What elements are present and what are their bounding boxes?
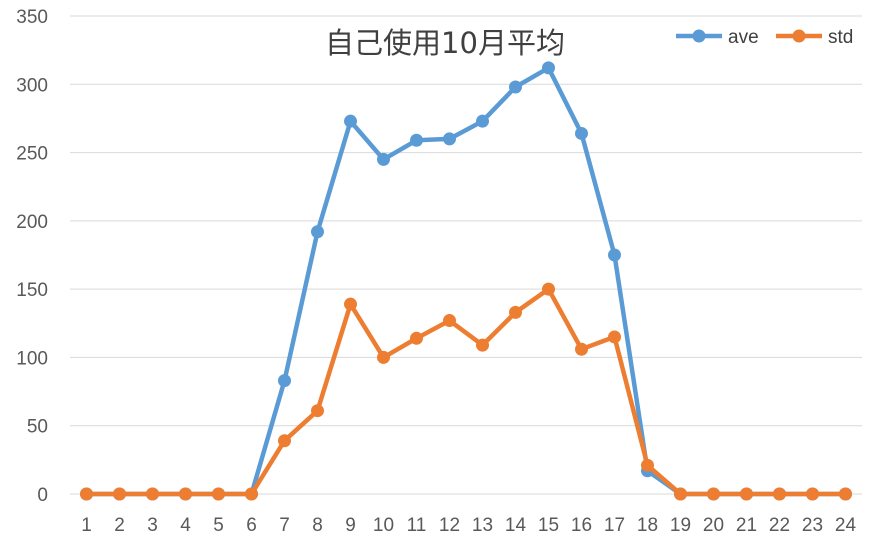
x-tick-label: 10 <box>373 515 394 536</box>
y-tick-label: 200 <box>16 212 48 233</box>
data-point-std <box>311 404 324 418</box>
legend-marker-std <box>792 29 806 43</box>
data-point-ave <box>542 61 555 75</box>
series-line-ave <box>84 65 848 497</box>
data-point-ave <box>575 126 588 140</box>
y-tick-label: 350 <box>16 7 48 28</box>
data-point-ave <box>443 132 456 146</box>
data-point-std <box>410 331 423 345</box>
x-tick-label: 23 <box>802 515 823 536</box>
data-point-ave <box>344 114 357 128</box>
x-tick-label: 20 <box>703 515 724 536</box>
data-point-std <box>608 330 621 344</box>
data-point-std <box>80 487 93 501</box>
y-axis: 0 50 100 150 200 250 300 350 <box>16 7 48 506</box>
data-point-std <box>740 487 753 501</box>
x-tick-label: 21 <box>736 515 757 536</box>
series-line-std <box>84 286 848 497</box>
series-ave <box>80 61 852 501</box>
data-point-std <box>773 487 786 501</box>
x-tick-label: 12 <box>439 515 460 536</box>
x-tick-label: 16 <box>571 515 592 536</box>
data-point-std <box>575 342 588 356</box>
legend: ave std <box>676 27 853 48</box>
data-point-std <box>179 487 192 501</box>
data-point-std <box>245 487 258 501</box>
x-tick-label: 6 <box>246 515 257 536</box>
data-point-std <box>212 487 225 501</box>
x-tick-label: 1 <box>81 515 92 536</box>
x-tick-label: 19 <box>670 515 691 536</box>
x-tick-label: 24 <box>835 515 857 536</box>
data-point-ave <box>377 152 390 166</box>
legend-label-std: std <box>828 27 853 48</box>
x-tick-label: 5 <box>213 515 224 536</box>
data-point-std <box>509 305 522 319</box>
x-tick-label: 13 <box>472 515 493 536</box>
data-point-ave <box>608 248 621 262</box>
x-tick-label: 15 <box>538 515 559 536</box>
x-tick-label: 11 <box>407 515 427 536</box>
data-point-std <box>344 297 357 311</box>
y-tick-label: 0 <box>37 485 48 506</box>
data-point-std <box>146 487 159 501</box>
y-tick-label: 250 <box>16 144 48 165</box>
data-point-ave <box>410 133 423 147</box>
data-point-ave <box>311 225 324 239</box>
y-tick-label: 150 <box>16 280 48 301</box>
x-tick-label: 9 <box>345 515 356 536</box>
x-tick-label: 18 <box>637 515 658 536</box>
data-point-ave <box>278 374 291 388</box>
x-axis: 1 2 3 4 5 6 7 8 9 10 11 12 13 14 15 16 17 18 19 20 21 22 23 24 <box>81 515 856 536</box>
data-point-std <box>641 458 654 472</box>
data-point-std <box>707 487 720 501</box>
x-tick-label: 17 <box>604 515 625 536</box>
data-point-std <box>806 487 819 501</box>
legend-marker-ave <box>692 29 706 43</box>
data-point-ave <box>509 80 522 94</box>
chart-title: 自己使用10月平均 <box>325 26 565 60</box>
x-tick-label: 22 <box>769 515 790 536</box>
data-point-std <box>839 487 852 501</box>
series-std <box>80 282 852 501</box>
x-tick-label: 14 <box>505 515 527 536</box>
data-point-std <box>542 282 555 296</box>
data-point-std <box>278 434 291 448</box>
data-point-std <box>377 350 390 364</box>
legend-item-std: std <box>776 27 853 48</box>
gridlines <box>70 15 862 495</box>
series-group <box>80 61 852 501</box>
y-tick-label: 50 <box>27 417 48 438</box>
x-tick-label: 2 <box>114 515 125 536</box>
y-tick-label: 300 <box>16 75 48 96</box>
y-tick-label: 100 <box>16 348 48 369</box>
x-tick-label: 7 <box>279 515 290 536</box>
data-point-std <box>113 487 126 501</box>
x-tick-label: 4 <box>180 515 191 536</box>
data-point-ave <box>476 114 489 128</box>
x-tick-label: 3 <box>147 515 158 536</box>
data-point-std <box>476 338 489 352</box>
data-point-std <box>443 314 456 328</box>
x-tick-label: 8 <box>312 515 323 536</box>
legend-item-ave: ave <box>676 27 759 48</box>
legend-label-ave: ave <box>728 27 759 48</box>
data-point-std <box>674 487 687 501</box>
